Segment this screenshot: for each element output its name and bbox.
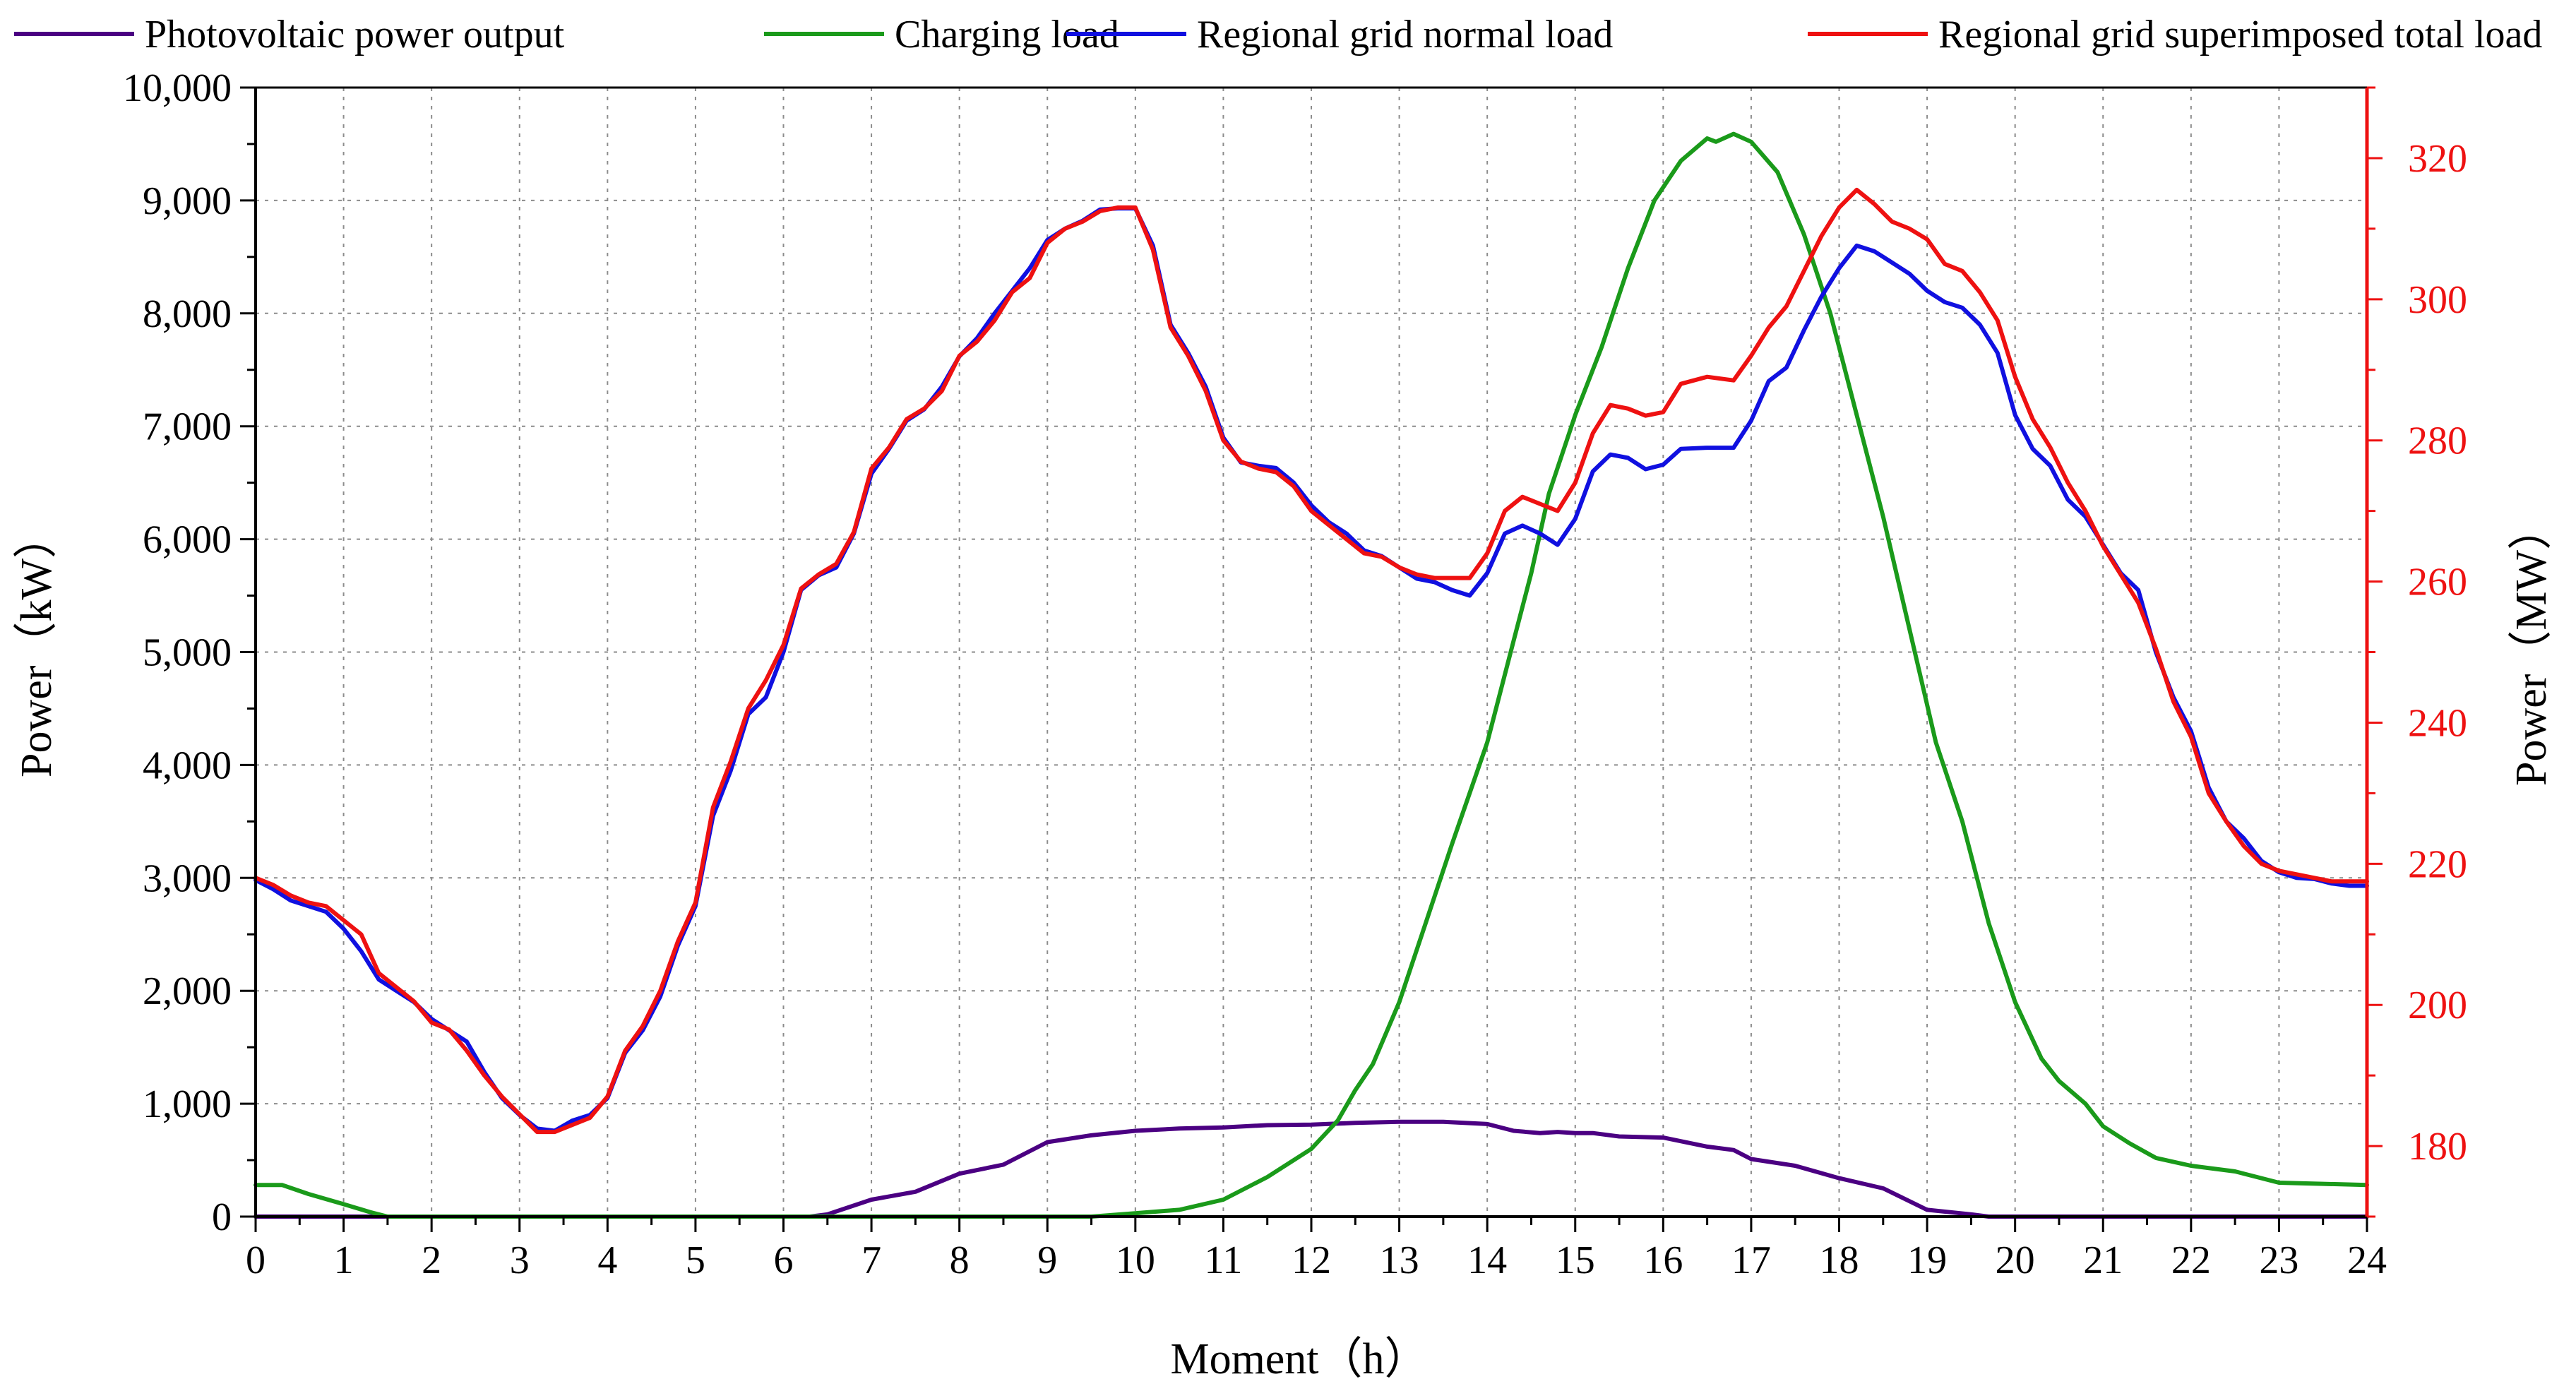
y-right-tick-label: 280 — [2408, 419, 2467, 463]
x-tick-label: 16 — [1643, 1238, 1683, 1282]
legend-label-3: Regional grid normal load — [1197, 13, 1613, 56]
x-tick-label: 14 — [1467, 1238, 1507, 1282]
y-right-tick-label: 320 — [2408, 137, 2467, 181]
legend: Photovoltaic power output Charging load Re… — [14, 13, 2542, 56]
x-axis-title: Moment（h） — [1170, 1335, 1428, 1383]
legend-label-1: Photovoltaic power output — [145, 13, 565, 56]
y-right-tick-label: 220 — [2408, 842, 2467, 886]
y-left-tick-label: 2,000 — [143, 969, 232, 1013]
axes: 0 1 2 3 4 5 6 7 8 9 10 11 12 13 14 15 16 17 18 19 20 21 22 23 24… — [123, 66, 2467, 1282]
series-line-2 — [254, 131, 2369, 1219]
y-right-tick-label: 260 — [2408, 561, 2467, 604]
y-right-tick-label: 240 — [2408, 701, 2467, 745]
x-tick-label: 15 — [1556, 1238, 1595, 1282]
x-tick-label: 21 — [2083, 1238, 2123, 1282]
y-left-tick-label: 7,000 — [143, 405, 232, 449]
x-tick-label: 7 — [861, 1238, 881, 1282]
x-tick-label: 2 — [422, 1238, 441, 1282]
x-tick-label: 5 — [686, 1238, 705, 1282]
y-left-tick-label: 6,000 — [143, 518, 232, 562]
series-line-4 — [254, 187, 2369, 1135]
x-tick-label: 19 — [1907, 1238, 1947, 1282]
y-left-tick-label: 3,000 — [143, 856, 232, 900]
x-tick-label: 9 — [1037, 1238, 1057, 1282]
x-tick-label: 4 — [597, 1238, 617, 1282]
y-left-tick-label: 9,000 — [143, 179, 232, 223]
x-tick-label: 20 — [1996, 1238, 2035, 1282]
series-line-1 — [254, 1119, 2369, 1219]
x-tick-label: 10 — [1116, 1238, 1155, 1282]
x-tick-label: 22 — [2171, 1238, 2211, 1282]
y-right-tick-label: 300 — [2408, 278, 2467, 322]
x-tick-label: 11 — [1204, 1238, 1242, 1282]
x-tick-label: 13 — [1380, 1238, 1419, 1282]
y-left-tick-label: 8,000 — [143, 292, 232, 336]
y-left-tick-label: 5,000 — [143, 631, 232, 675]
x-tick-label: 6 — [774, 1238, 794, 1282]
y-axis-left-title: Power（kW） — [13, 515, 61, 777]
x-tick-label: 3 — [510, 1238, 530, 1282]
y-axis-right-title: Power（MW） — [2508, 506, 2556, 786]
x-tick-label: 17 — [1731, 1238, 1771, 1282]
x-tick-label: 8 — [950, 1238, 970, 1282]
x-tick-label: 24 — [2347, 1238, 2387, 1282]
grid-lines — [256, 88, 2367, 1217]
y-left-tick-label: 1,000 — [143, 1082, 232, 1126]
y-right-tick-label: 180 — [2408, 1125, 2467, 1169]
x-tick-label: 0 — [246, 1238, 266, 1282]
y-left-tick-label: 10,000 — [123, 66, 232, 110]
y-left-tick-label: 0 — [212, 1195, 232, 1239]
x-tick-label: 1 — [334, 1238, 354, 1282]
x-tick-label: 18 — [1820, 1238, 1859, 1282]
x-tick-label: 23 — [2259, 1238, 2298, 1282]
legend-label-4: Regional grid superimposed total load — [1938, 13, 2542, 56]
y-right-tick-label: 200 — [2408, 984, 2467, 1027]
y-left-tick-label: 4,000 — [143, 744, 232, 787]
series-lines — [254, 131, 2369, 1219]
x-tick-label: 12 — [1292, 1238, 1331, 1282]
